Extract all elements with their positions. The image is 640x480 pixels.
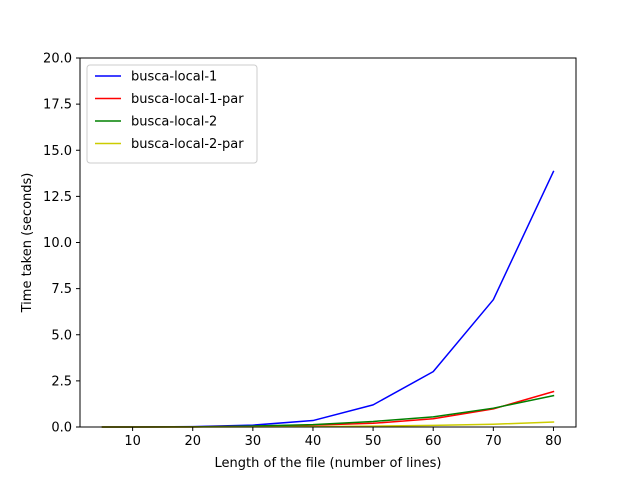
y-tick-label: 2.5: [51, 374, 72, 389]
y-axis-label: Time taken (seconds): [20, 173, 35, 314]
y-tick-label: 20.0: [43, 52, 72, 67]
y-tick-label: 17.5: [43, 98, 72, 113]
x-tick-label: 70: [485, 434, 502, 449]
x-tick-label: 10: [124, 434, 141, 449]
y-axis: 0.0 2.5 5.0 7.5 10.0 12.5 15.0 17.5 20.0: [43, 52, 80, 436]
legend-label-busca-local-2-par: busca-local-2-par: [131, 137, 244, 152]
x-axis: 10 20 30 40 50 60 70 80: [124, 427, 562, 449]
x-tick-label: 60: [425, 434, 442, 449]
legend-label-busca-local-1: busca-local-1: [131, 70, 217, 85]
x-tick-label: 20: [184, 434, 201, 449]
plot-frame: [79, 57, 577, 428]
y-tick-label: 5.0: [51, 328, 72, 343]
y-tick-label: 7.5: [51, 282, 72, 297]
x-tick-label: 30: [245, 434, 262, 449]
x-tick-label: 80: [545, 434, 562, 449]
x-axis-label: Length of the file (number of lines): [215, 456, 442, 471]
legend-label-busca-local-1-par: busca-local-1-par: [131, 92, 244, 107]
y-tick-label: 0.0: [51, 421, 72, 436]
x-tick-label: 50: [365, 434, 382, 449]
legend-box: [86, 64, 258, 164]
y-tick-label: 12.5: [43, 190, 72, 205]
y-tick-label: 10.0: [43, 236, 72, 251]
legend: busca-local-1 busca-local-1-par busca-loca…: [86, 64, 258, 164]
y-tick-label: 15.0: [43, 144, 72, 159]
x-tick-label: 40: [305, 434, 322, 449]
legend-label-busca-local-2: busca-local-2: [131, 115, 217, 130]
